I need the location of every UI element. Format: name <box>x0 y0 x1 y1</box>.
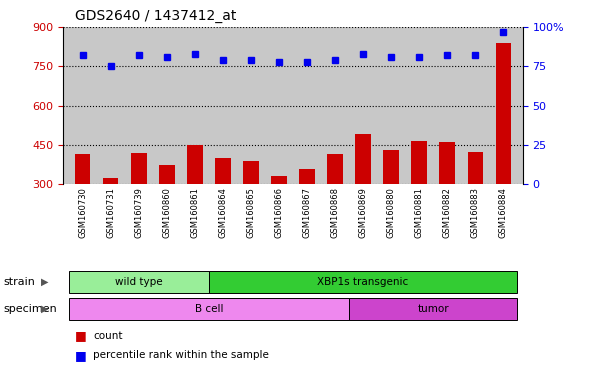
Bar <box>159 165 174 263</box>
Bar <box>349 298 517 320</box>
Bar <box>439 142 455 263</box>
Text: ■: ■ <box>75 329 87 343</box>
Text: tumor: tumor <box>417 304 449 314</box>
Bar <box>69 271 209 293</box>
Bar <box>187 145 203 263</box>
Bar <box>243 161 258 263</box>
Bar <box>103 178 118 263</box>
Text: GSM160860: GSM160860 <box>162 187 171 238</box>
Text: XBP1s transgenic: XBP1s transgenic <box>317 277 409 287</box>
Bar <box>299 169 315 263</box>
Text: ■: ■ <box>75 349 87 362</box>
Text: percentile rank within the sample: percentile rank within the sample <box>93 350 269 360</box>
Text: count: count <box>93 331 123 341</box>
Text: GSM160883: GSM160883 <box>471 187 480 238</box>
Bar <box>496 43 511 263</box>
Bar <box>69 298 349 320</box>
Text: GSM160866: GSM160866 <box>275 187 284 238</box>
Bar <box>75 154 90 263</box>
Text: B cell: B cell <box>195 304 223 314</box>
Bar <box>131 153 147 263</box>
Text: GSM160865: GSM160865 <box>246 187 255 238</box>
Text: GSM160739: GSM160739 <box>134 187 143 238</box>
Text: GSM160882: GSM160882 <box>443 187 452 238</box>
Bar <box>328 154 343 263</box>
Bar <box>383 150 399 263</box>
Bar <box>271 177 287 263</box>
Bar <box>468 152 483 263</box>
Text: GSM160861: GSM160861 <box>191 187 200 238</box>
Text: GSM160884: GSM160884 <box>499 187 508 238</box>
Text: GSM160881: GSM160881 <box>415 187 424 238</box>
Text: GSM160868: GSM160868 <box>331 187 340 238</box>
Text: GSM160869: GSM160869 <box>359 187 368 238</box>
Bar <box>209 271 517 293</box>
Text: GSM160730: GSM160730 <box>78 187 87 238</box>
Text: ▶: ▶ <box>41 304 48 314</box>
Bar <box>355 134 371 263</box>
Bar <box>412 141 427 263</box>
Text: specimen: specimen <box>3 304 56 314</box>
Text: GSM160867: GSM160867 <box>302 187 311 238</box>
Text: ▶: ▶ <box>41 277 48 287</box>
Text: GDS2640 / 1437412_at: GDS2640 / 1437412_at <box>75 9 237 23</box>
Text: GSM160880: GSM160880 <box>386 187 395 238</box>
Text: GSM160731: GSM160731 <box>106 187 115 238</box>
Text: GSM160864: GSM160864 <box>218 187 227 238</box>
Bar <box>215 158 231 263</box>
Text: strain: strain <box>3 277 35 287</box>
Text: wild type: wild type <box>115 277 163 287</box>
